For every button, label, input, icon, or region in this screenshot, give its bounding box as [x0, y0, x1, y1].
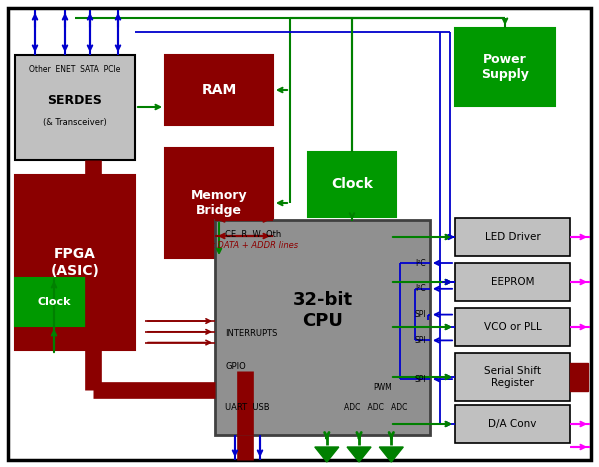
Text: SPI: SPI: [415, 375, 426, 383]
Text: I²C: I²C: [415, 259, 426, 268]
Bar: [215, 220, 430, 435]
Text: SPI: SPI: [415, 336, 426, 345]
Text: I²C: I²C: [415, 284, 426, 293]
Bar: [570, 362, 588, 391]
Polygon shape: [315, 447, 339, 462]
Text: 32-bit
CPU: 32-bit CPU: [292, 291, 353, 330]
Bar: [15, 175, 135, 350]
Text: FPGA
(ASIC): FPGA (ASIC): [50, 248, 99, 277]
Bar: [455, 353, 570, 401]
Bar: [455, 308, 570, 346]
Text: VCO or PLL: VCO or PLL: [483, 322, 541, 332]
Text: D/A Conv: D/A Conv: [488, 419, 537, 429]
Text: Other  ENET  SATA  PCIe: Other ENET SATA PCIe: [29, 65, 120, 75]
Text: RAM: RAM: [201, 83, 237, 97]
Polygon shape: [379, 447, 403, 462]
Text: SERDES: SERDES: [47, 93, 102, 106]
Polygon shape: [347, 447, 371, 462]
Bar: [308, 152, 396, 217]
Bar: [455, 218, 570, 256]
Text: INTERRUPTS: INTERRUPTS: [225, 329, 277, 339]
Bar: [165, 148, 273, 258]
Text: Clock: Clock: [331, 177, 373, 191]
Bar: [455, 28, 555, 106]
Text: PWM: PWM: [373, 383, 392, 392]
Bar: [455, 263, 570, 301]
Text: UART  USB: UART USB: [225, 403, 270, 411]
Text: Memory
Bridge: Memory Bridge: [190, 189, 247, 217]
Text: Serial Shift
Register: Serial Shift Register: [484, 366, 541, 388]
Text: Clock: Clock: [37, 297, 71, 307]
Bar: [15, 278, 93, 326]
Bar: [455, 405, 570, 443]
Text: (& Transceiver): (& Transceiver): [43, 119, 107, 127]
Text: 32-bit DATA + ADDR lines: 32-bit DATA + ADDR lines: [190, 241, 298, 249]
Bar: [165, 55, 273, 125]
Text: CE  R  W  Oth: CE R W Oth: [225, 230, 282, 239]
Text: EEPROM: EEPROM: [491, 277, 534, 287]
Text: LED Driver: LED Driver: [485, 232, 540, 242]
Text: ADC   ADC   ADC: ADC ADC ADC: [344, 403, 407, 411]
Bar: [15, 55, 135, 160]
Text: SPI: SPI: [415, 310, 426, 319]
Text: Power
Supply: Power Supply: [481, 53, 529, 81]
Text: GPIO: GPIO: [225, 362, 246, 371]
